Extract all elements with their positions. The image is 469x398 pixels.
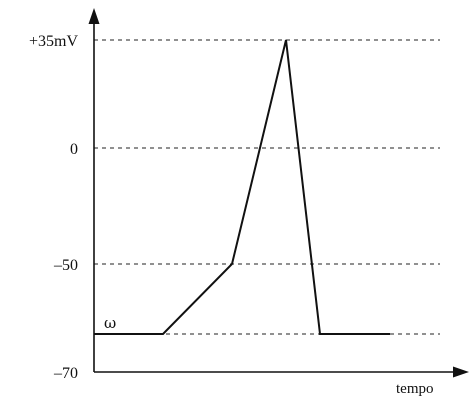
x-axis-label: tempo — [396, 381, 434, 397]
axes: tempo — [88, 8, 469, 397]
gridlines — [94, 39, 440, 335]
y-tick-label: +35mV — [29, 33, 78, 50]
action-potential-line — [94, 39, 390, 335]
y-tick-label: –70 — [53, 365, 78, 382]
annotations: ω — [104, 314, 116, 332]
y-tick-labels: +35mV 0 –50 –70 — [29, 33, 78, 382]
series — [94, 39, 390, 335]
x-axis-arrowhead — [453, 366, 469, 378]
y-tick-label: –50 — [53, 257, 78, 274]
y-tick-label: 0 — [70, 141, 78, 158]
y-axis-arrowhead — [88, 8, 100, 24]
omega-annotation: ω — [104, 314, 116, 332]
